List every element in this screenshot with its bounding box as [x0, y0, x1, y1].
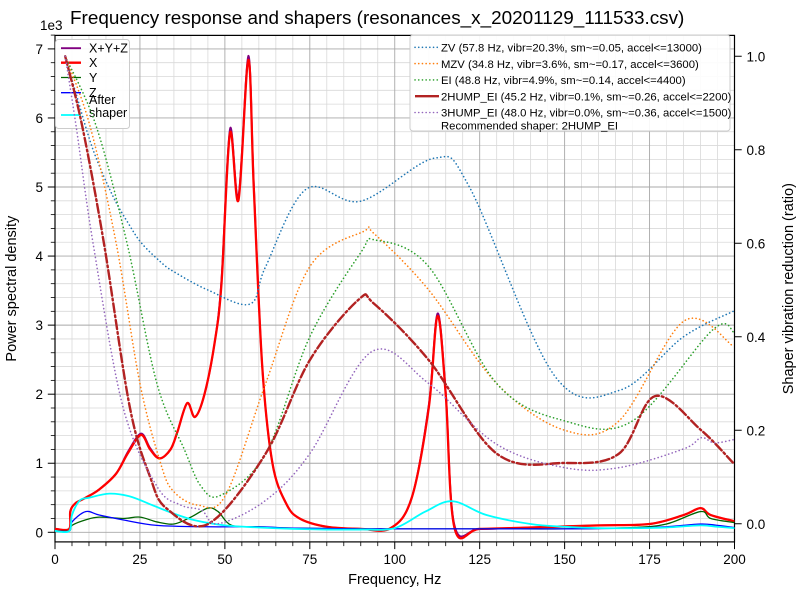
- svg-text:Frequency, Hz: Frequency, Hz: [348, 572, 441, 588]
- svg-text:50: 50: [217, 552, 232, 567]
- svg-text:125: 125: [468, 552, 491, 567]
- svg-text:1e3: 1e3: [40, 18, 63, 33]
- svg-text:After: After: [89, 93, 115, 107]
- svg-text:X: X: [89, 56, 98, 70]
- svg-text:100: 100: [383, 552, 406, 567]
- svg-text:0.8: 0.8: [747, 143, 766, 158]
- svg-text:0.4: 0.4: [747, 330, 766, 345]
- svg-text:Shaper vibration reduction (ra: Shaper vibration reduction (ratio): [781, 183, 797, 394]
- svg-text:3HUMP_EI (48.0 Hz, vibr=0.0%,: 3HUMP_EI (48.0 Hz, vibr=0.0%, sm~=0.36, …: [441, 108, 732, 120]
- svg-text:200: 200: [723, 552, 746, 567]
- svg-text:0.0: 0.0: [747, 517, 766, 532]
- svg-text:2HUMP_EI (45.2 Hz, vibr=0.1%,: 2HUMP_EI (45.2 Hz, vibr=0.1%, sm~=0.26, …: [441, 91, 732, 103]
- svg-text:7: 7: [35, 42, 43, 57]
- svg-text:3: 3: [35, 318, 43, 333]
- svg-text:MZV (34.8 Hz, vibr=3.6%, sm~=0: MZV (34.8 Hz, vibr=3.6%, sm~=0.17, accel…: [441, 59, 699, 71]
- svg-text:1.0: 1.0: [747, 49, 766, 64]
- svg-text:175: 175: [638, 552, 661, 567]
- svg-text:4: 4: [35, 249, 43, 264]
- svg-text:6: 6: [35, 111, 43, 126]
- svg-text:0.2: 0.2: [747, 423, 766, 438]
- svg-text:Frequency response and shapers: Frequency response and shapers (resonanc…: [70, 8, 684, 29]
- svg-text:150: 150: [553, 552, 576, 567]
- svg-text:0.6: 0.6: [747, 236, 766, 251]
- svg-text:ZV (57.8 Hz, vibr=20.3%, sm~=0: ZV (57.8 Hz, vibr=20.3%, sm~=0.05, accel…: [441, 43, 702, 55]
- svg-text:EI (48.8 Hz, vibr=4.9%, sm~=0.: EI (48.8 Hz, vibr=4.9%, sm~=0.14, accel<…: [441, 75, 686, 87]
- svg-text:2: 2: [35, 387, 43, 402]
- svg-text:X+Y+Z: X+Y+Z: [89, 42, 128, 56]
- svg-text:Y: Y: [89, 71, 98, 85]
- svg-text:25: 25: [132, 552, 147, 567]
- svg-text:1: 1: [35, 456, 43, 471]
- svg-text:shaper: shaper: [89, 106, 127, 120]
- svg-text:5: 5: [35, 180, 43, 195]
- svg-text:Recommended shaper: 2HUMP_EI: Recommended shaper: 2HUMP_EI: [441, 121, 618, 133]
- svg-text:75: 75: [302, 552, 317, 567]
- svg-text:Power spectral density: Power spectral density: [4, 215, 20, 362]
- svg-text:0: 0: [51, 552, 59, 567]
- svg-text:0: 0: [35, 525, 43, 540]
